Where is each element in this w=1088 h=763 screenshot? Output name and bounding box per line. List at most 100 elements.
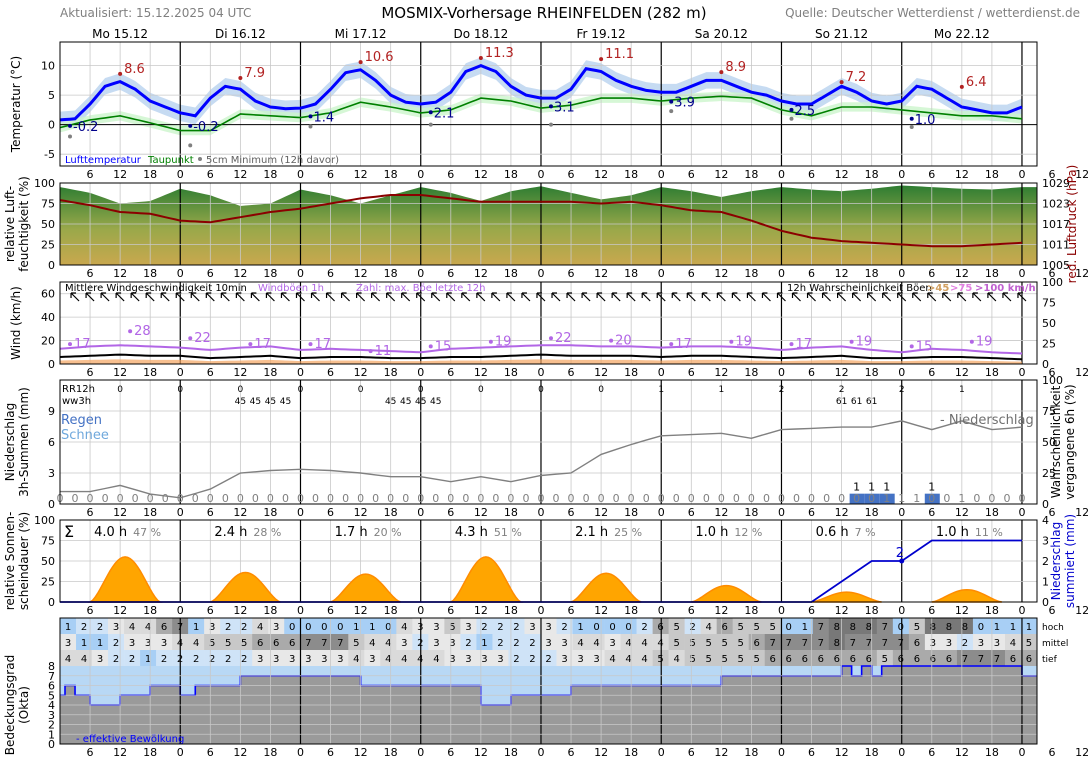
- cloud-cell-value: 1: [802, 622, 808, 633]
- cloud-hour-tick: 18: [504, 746, 518, 759]
- cloud-cell: [684, 618, 701, 634]
- wind-direction-arrow: [746, 292, 756, 302]
- cloud-cell-value: 3: [97, 654, 103, 665]
- cloud-cell-value: 3: [273, 622, 279, 633]
- hum-hour-tick: 18: [143, 267, 157, 280]
- cloud-cell: [156, 618, 173, 634]
- sunshine-ylabel: scheindauer (%): [17, 512, 31, 610]
- cloud-hour-tick: 12: [474, 746, 488, 759]
- hum-hour-tick: 12: [1075, 267, 1088, 280]
- wind-direction-arrow: [446, 292, 456, 302]
- cloud-cell: [988, 650, 1006, 666]
- wind-frame: [59, 281, 1038, 365]
- wind-hour-tick: 6: [1049, 366, 1056, 379]
- cloud-cell: [892, 650, 910, 666]
- rr12h-value: 1: [718, 385, 724, 395]
- cloud-cell-value: 4: [625, 654, 631, 665]
- temp-min-label: 2.1: [434, 106, 455, 121]
- precip-prob-ytick-right: 75: [1042, 405, 1056, 418]
- cloud-ytick: 8: [48, 660, 55, 673]
- cloud-cell: [700, 618, 717, 634]
- cloud-cell: [188, 634, 205, 650]
- ground-min-dot: [909, 125, 914, 130]
- sun-hour-tick: 12: [474, 604, 488, 617]
- sun-hour-tick: 18: [744, 604, 758, 617]
- cloud-cell-value: 4: [145, 622, 151, 633]
- cloud-cell-value: 3: [433, 638, 439, 649]
- precip-bar: [849, 493, 865, 504]
- sunshine-daily-hours: 4.0 h: [94, 525, 127, 540]
- wind-direction-arrow: [852, 292, 862, 302]
- cloud-cell: [636, 634, 653, 650]
- rr12h-value: 0: [358, 385, 364, 395]
- cloud-cell-value: 3: [257, 654, 263, 665]
- cloud-cell: [860, 634, 878, 650]
- precip-3h-amount: 0: [823, 492, 830, 505]
- temp-max-dot: [959, 84, 964, 89]
- cloud-cell-value: 3: [113, 622, 119, 633]
- precip-hour-tick: 0: [537, 506, 544, 519]
- wind-direction-arrow: [310, 292, 320, 302]
- precip-hour-tick: 0: [177, 506, 184, 519]
- cloud-cell-value: 3: [561, 638, 567, 649]
- cloud-hour-tick: 18: [624, 746, 638, 759]
- wind-direction-arrow: [987, 292, 997, 302]
- hum-hour-tick: 12: [714, 267, 728, 280]
- cloud-ylabel: Bedeckungsgrad: [3, 655, 17, 755]
- wind-ytick: 40: [41, 311, 55, 324]
- wind-hour-tick: 0: [658, 366, 665, 379]
- cloud-cell-value: 4: [129, 622, 135, 633]
- sun-ytick: 25: [41, 576, 55, 589]
- cloud-cell: [540, 634, 557, 650]
- pressure-ylabel: red. Luftdruck (hPa): [1065, 165, 1079, 284]
- max-gust-label: 19: [976, 335, 993, 350]
- max-gust-dot: [188, 336, 193, 341]
- ww3h-code: 61: [851, 397, 862, 407]
- cloud-cell-value: 6: [721, 622, 727, 633]
- cloud-cell-value: 7: [850, 638, 856, 649]
- cloud-cell-value: 6: [946, 654, 952, 665]
- cloud-cell-value: 7: [337, 638, 343, 649]
- max-gust-label: 22: [194, 331, 211, 346]
- temp-hour-tick: 12: [1075, 168, 1088, 181]
- precip-prob-ytick-right: 100: [1042, 374, 1063, 387]
- cloud-cell-value: 3: [545, 638, 551, 649]
- day-label: Sa 20.12: [695, 27, 748, 41]
- cloud-cell: [428, 618, 445, 634]
- cloud-cell-value: 7: [898, 638, 904, 649]
- sunshine-area: [330, 573, 401, 603]
- precip-hour-tick: 12: [714, 506, 728, 519]
- hum-hour-tick: 6: [928, 267, 935, 280]
- wind-direction-arrow: [431, 292, 441, 302]
- temp-hour-tick: 6: [327, 168, 334, 181]
- wind-direction-arrow: [160, 292, 170, 302]
- cloud-cell-value: 7: [818, 622, 824, 633]
- cloud-cell-value: 5: [673, 638, 679, 649]
- wind-hour-tick: 6: [688, 366, 695, 379]
- cloud-cell: [92, 634, 109, 650]
- cloud-cell-value: 0: [786, 622, 792, 633]
- wind-hour-tick: 12: [714, 366, 728, 379]
- precip-hour-tick: 6: [568, 506, 575, 519]
- cloud-hour-tick: 12: [113, 746, 127, 759]
- precip-hour-tick: 0: [417, 506, 424, 519]
- precip-hour-tick: 12: [233, 506, 247, 519]
- temp-min-label: 3.9: [674, 96, 695, 111]
- cloud-cell: [220, 634, 237, 650]
- wind-direction-arrow: [356, 292, 366, 302]
- cloud-cell-value: 4: [193, 638, 199, 649]
- sun-hour-tick: 0: [658, 604, 665, 617]
- cloud-cell-value: 3: [289, 654, 295, 665]
- max-gust-label: 19: [856, 335, 873, 350]
- cloud-cell: [284, 634, 301, 650]
- wind-direction-arrow: [972, 292, 982, 302]
- hum-hour-tick: 6: [447, 267, 454, 280]
- wind-hour-tick: 12: [474, 366, 488, 379]
- cloud-cell-value: 7: [882, 638, 888, 649]
- wind-direction-arrow: [912, 292, 922, 302]
- precip-prob-ylabel: vergangene 6h (%): [1063, 384, 1077, 499]
- hum-hour-tick: 0: [417, 267, 424, 280]
- cloud-hour-tick: 6: [327, 746, 334, 759]
- wind-hour-tick: 0: [1018, 366, 1025, 379]
